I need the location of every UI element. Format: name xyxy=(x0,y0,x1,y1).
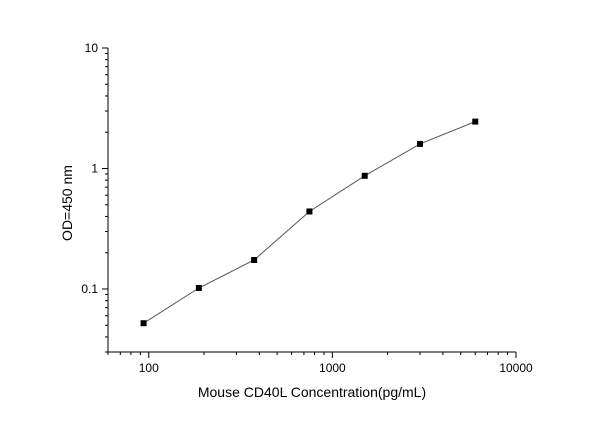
data-point xyxy=(195,284,202,291)
x-tick-label: 100 xyxy=(139,361,159,375)
y-tick-label: 0.1 xyxy=(81,282,98,296)
data-point xyxy=(140,320,147,327)
series-points xyxy=(140,118,479,327)
x-axis-title: Mouse CD40L Concentration(pg/mL) xyxy=(198,384,426,400)
y-tick-label: 10 xyxy=(85,41,99,55)
data-point xyxy=(416,140,423,147)
data-point xyxy=(251,257,258,264)
data-point xyxy=(472,118,479,125)
y-axis-ticks: 0.1 1 10 xyxy=(81,41,108,353)
x-tick-label: 10000 xyxy=(499,361,533,375)
axes xyxy=(107,48,516,353)
x-tick-label: 1000 xyxy=(319,361,346,375)
y-tick-label: 1 xyxy=(91,161,98,175)
series-polyline xyxy=(143,121,476,324)
data-point xyxy=(306,208,313,215)
series-line xyxy=(143,121,476,324)
y-axis-title: OD=450 nm xyxy=(59,165,75,241)
data-point xyxy=(361,172,368,179)
x-axis-ticks: 100 1000 10000 xyxy=(107,352,533,375)
